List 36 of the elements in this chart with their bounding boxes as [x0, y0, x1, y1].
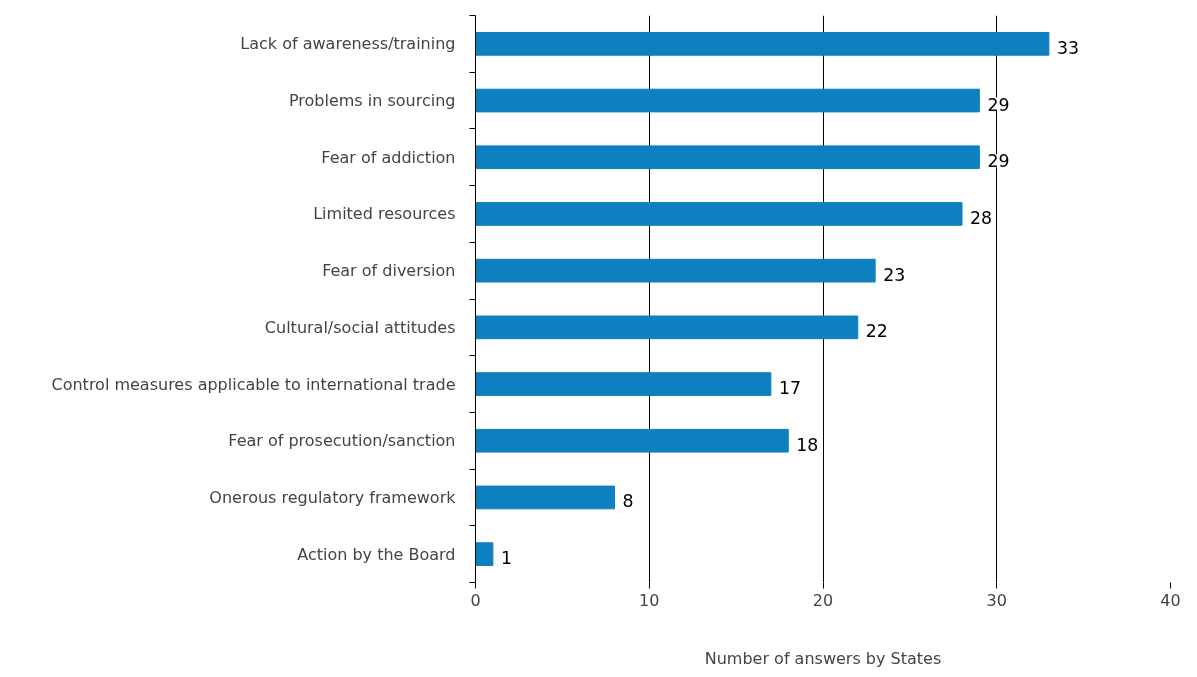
data-label: 22	[865, 321, 888, 342]
bar	[475, 145, 980, 170]
bar	[475, 542, 494, 566]
y-tick-label: Onerous regulatory framework	[209, 487, 457, 507]
data-label: 28	[970, 207, 993, 228]
y-tick-label: Cultural/social attitudes	[264, 317, 456, 337]
bar	[475, 88, 980, 113]
x-tick-label: 30	[986, 590, 1007, 610]
x-tick-label: 0	[470, 590, 481, 610]
bar	[475, 202, 963, 226]
y-tick-label: Fear of addiction	[321, 147, 456, 167]
x-axis-title: Number of answers by States	[704, 648, 942, 668]
bar	[475, 485, 615, 510]
data-label: 18	[796, 434, 819, 455]
data-label: 29	[987, 94, 1010, 115]
data-label: 29	[987, 151, 1010, 172]
y-tick-label: Fear of prosecution/sanction	[228, 431, 456, 451]
y-tick-label: Problems in sourcing	[288, 91, 456, 111]
data-label: 8	[622, 491, 634, 512]
y-tick-label: Action by the Board	[297, 544, 456, 564]
data-label: 1	[500, 548, 512, 569]
bar	[475, 315, 859, 340]
bar	[475, 258, 876, 283]
data-label: 23	[883, 264, 906, 285]
x-tick-label: 10	[639, 590, 660, 610]
x-tick-label: 40	[1160, 590, 1181, 610]
y-tick-label: Limited resources	[313, 204, 456, 224]
data-label: 33	[1056, 37, 1079, 58]
data-label: 17	[778, 378, 801, 399]
bar	[475, 428, 789, 453]
x-tick-label: 20	[812, 590, 834, 610]
y-tick-label: Control measures applicable to international trade	[51, 374, 456, 394]
y-tick-label: Lack of awareness/training	[240, 34, 456, 54]
y-tick-label: Fear of diversion	[322, 261, 456, 281]
bar	[475, 32, 1050, 56]
bar	[475, 372, 772, 396]
